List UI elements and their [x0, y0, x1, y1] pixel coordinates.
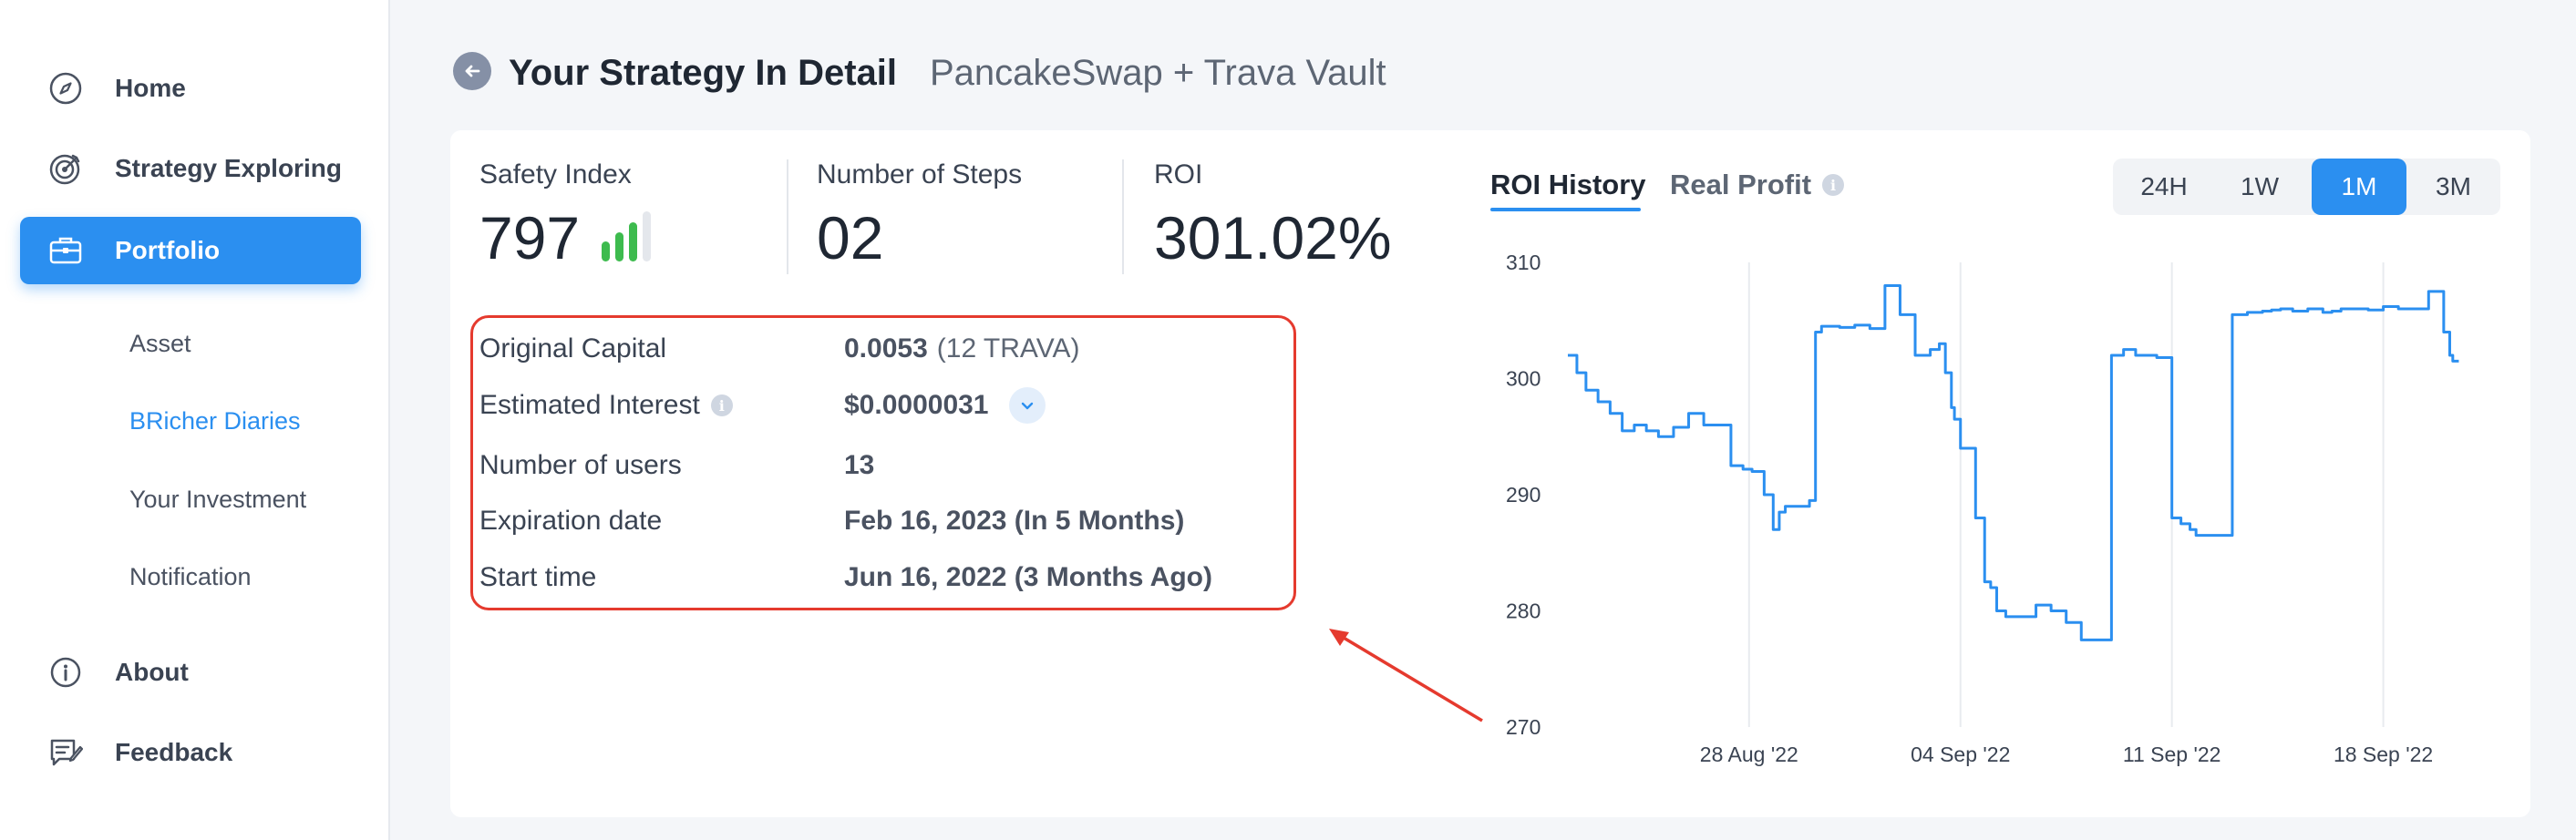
series-line [1568, 284, 2459, 641]
sidebar-subitem-bricher-diaries[interactable]: BRicher Diaries [129, 407, 301, 435]
sidebar: Home Strategy Exploring Portfolio Asset … [0, 0, 390, 840]
info-icon [47, 654, 84, 691]
detail-label-estimated-interest: Estimated Interest i [479, 390, 733, 421]
sidebar-item-home[interactable]: Home [20, 55, 361, 122]
back-button[interactable] [453, 52, 491, 90]
detail-value-estimated-interest: $0.0000031 [844, 387, 1046, 424]
arrow-left-icon [465, 65, 480, 77]
sidebar-item-label: Home [115, 74, 186, 102]
sidebar-item-feedback[interactable]: Feedback [20, 719, 361, 786]
range-1w-button[interactable]: 1W [2241, 172, 2279, 200]
divider [1122, 159, 1124, 274]
x-tick-label: 04 Sep '22 [1911, 743, 2010, 766]
x-tick-label: 28 Aug '22 [1700, 743, 1798, 766]
feedback-icon [47, 734, 84, 771]
stat-value: 797 [479, 204, 581, 271]
x-tick-label: 18 Sep '22 [2334, 743, 2433, 766]
briefcase-icon [47, 232, 84, 269]
detail-value-original-capital: 0.0053 (12 TRAVA) [844, 333, 1079, 364]
tab-real-profit[interactable]: Real Profit i [1670, 169, 1845, 201]
tab-label: Real Profit [1670, 169, 1812, 200]
detail-value-expiration: Feb 16, 2023 (In 5 Months) [844, 506, 1185, 536]
detail-value-start: Jun 16, 2022 (3 Months Ago) [844, 562, 1212, 592]
y-tick-label: 310 [1506, 251, 1540, 274]
range-1m-button[interactable]: 1M [2312, 159, 2406, 215]
time-range-selector: 24H 1W 1M 3M [2113, 159, 2500, 215]
sidebar-item-portfolio[interactable]: Portfolio [20, 217, 361, 284]
divider [787, 159, 788, 274]
stat-value: 301.02% [1154, 204, 1392, 271]
signal-strength-icon [602, 211, 651, 261]
y-tick-label: 290 [1506, 483, 1540, 507]
tab-roi-history[interactable]: ROI History [1490, 169, 1646, 200]
compass-icon [47, 70, 84, 107]
stat-safety-index: Safety Index 797 [479, 159, 632, 272]
interest-amount: $0.0000031 [844, 390, 989, 420]
y-tick-label: 270 [1506, 715, 1540, 739]
x-tick-label: 11 Sep '22 [2123, 743, 2221, 766]
detail-label: Estimated Interest [479, 390, 700, 420]
page-title: Your Strategy In Detail [509, 53, 898, 93]
stat-label: Number of Steps [817, 159, 1023, 190]
stat-number-of-steps: Number of Steps 02 [817, 159, 1022, 272]
sidebar-subitem-asset[interactable]: Asset [129, 330, 191, 357]
page-subtitle: PancakeSwap + Trava Vault [930, 53, 1386, 93]
tab-active-indicator [1490, 208, 1641, 211]
info-icon[interactable]: i [1822, 174, 1845, 196]
range-3m-button[interactable]: 3M [2436, 172, 2471, 200]
roi-history-chart: 28 Aug '22 04 Sep '22 11 Sep '22 18 Sep '22… [1506, 251, 2459, 766]
sidebar-item-label: Strategy Exploring [115, 154, 342, 182]
detail-label: Expiration date [479, 506, 663, 536]
target-icon [47, 150, 84, 187]
stat-roi: ROI 301.02% [1154, 159, 1392, 272]
info-icon[interactable]: i [710, 394, 733, 416]
detail-label: Start time [479, 562, 597, 592]
sidebar-subitem-notification[interactable]: Notification [129, 563, 252, 590]
range-24h-button[interactable]: 24H [2140, 172, 2188, 200]
sidebar-item-about[interactable]: About [20, 639, 361, 706]
detail-value-users: 13 [844, 450, 875, 480]
sidebar-item-strategy-exploring[interactable]: Strategy Exploring [20, 135, 361, 202]
annotation-arrow [1329, 629, 1483, 722]
y-tick-label: 280 [1506, 599, 1540, 623]
detail-label: Original Capital [479, 333, 667, 364]
highlight-box [470, 315, 1296, 610]
expand-button[interactable] [1008, 387, 1046, 424]
sidebar-subitem-your-investment[interactable]: Your Investment [129, 486, 307, 513]
sidebar-item-label: About [115, 658, 189, 686]
capital-amount: 0.0053 [844, 333, 928, 364]
stat-label: ROI [1154, 159, 1203, 190]
stat-value: 02 [817, 204, 884, 271]
y-tick-label: 300 [1506, 367, 1540, 391]
chevron-down-icon [1021, 402, 1033, 410]
sidebar-item-label: Portfolio [115, 236, 221, 264]
detail-label: Number of users [479, 450, 682, 480]
strategy-card [450, 130, 2530, 817]
capital-token-amount: (12 TRAVA) [936, 333, 1080, 364]
stat-label: Safety Index [479, 159, 632, 190]
sidebar-item-label: Feedback [115, 738, 233, 766]
